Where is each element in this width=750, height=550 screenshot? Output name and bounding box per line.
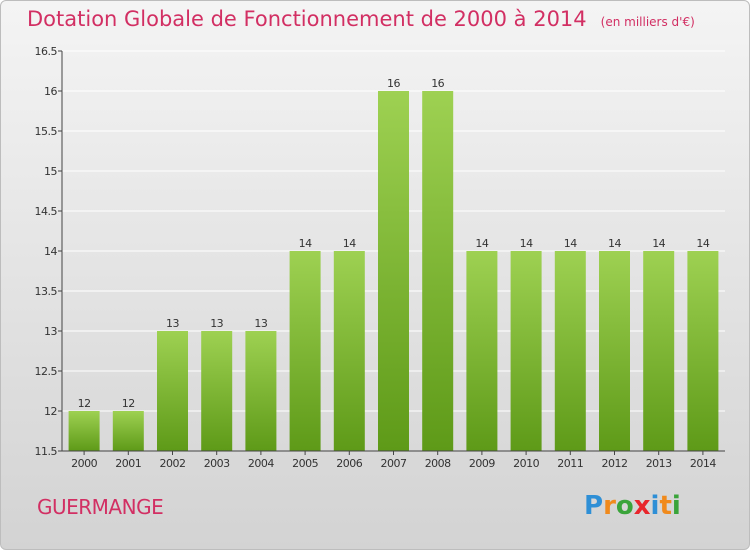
x-tick-label: 2011 [557, 457, 583, 470]
x-tick-label: 2006 [336, 457, 362, 470]
y-tick-label: 13.5 [35, 285, 58, 298]
bar [687, 251, 719, 451]
y-tick-label: 16 [44, 85, 57, 98]
bar [422, 91, 454, 451]
logo-letter: i [671, 491, 681, 521]
data-label: 14 [299, 237, 312, 250]
data-label: 12 [78, 397, 91, 410]
bar [68, 411, 100, 451]
bar [378, 91, 409, 451]
data-label: 14 [696, 237, 709, 250]
x-tick-label: 2005 [292, 457, 318, 470]
x-tick-label: 2003 [204, 457, 230, 470]
y-tick-label: 11.5 [35, 445, 58, 458]
y-tick-label: 13 [44, 325, 57, 338]
title-row: Dotation Globale de Fonctionnement de 20… [27, 7, 695, 31]
logo-letter: P [584, 491, 604, 521]
x-tick-label: 2000 [71, 457, 97, 470]
chart-title: Dotation Globale de Fonctionnement de 20… [27, 7, 587, 31]
chart-subtitle: (en milliers d'€) [600, 15, 695, 29]
bar [643, 251, 675, 451]
town-name: GUERMANGE [37, 495, 164, 519]
data-label: 12 [122, 397, 135, 410]
axes [58, 50, 725, 455]
x-tick-label: 2001 [115, 457, 141, 470]
proxiti-logo[interactable]: Proxiti [584, 491, 681, 521]
logo-letter: o [615, 491, 634, 521]
y-tick-label: 12.5 [35, 365, 58, 378]
bar [201, 331, 233, 451]
x-tick-label: 2012 [602, 457, 628, 470]
x-tick-label: 2008 [425, 457, 451, 470]
bar [554, 251, 586, 451]
x-tick-label: 2009 [469, 457, 495, 470]
logo-letter: x [633, 491, 651, 521]
y-tick-label: 12 [44, 405, 57, 418]
x-tick-label: 2007 [381, 457, 407, 470]
x-tick-label: 2002 [160, 457, 186, 470]
data-label: 14 [475, 237, 488, 250]
y-tick-label: 15.5 [35, 125, 58, 138]
data-label: 14 [652, 237, 665, 250]
logo-letter: r [603, 491, 616, 521]
y-tick-label: 14.5 [35, 205, 58, 218]
bar [245, 331, 277, 451]
data-label: 14 [608, 237, 621, 250]
bar [289, 251, 321, 451]
bar [333, 251, 365, 451]
bar [599, 251, 630, 451]
bars [68, 91, 719, 451]
y-tick-label: 16.5 [35, 45, 58, 58]
data-label: 13 [210, 317, 223, 330]
data-label: 16 [387, 77, 400, 90]
bar [112, 411, 144, 451]
logo-letter: i [650, 491, 660, 521]
data-label: 16 [431, 77, 444, 90]
logo-letter: t [659, 491, 672, 521]
data-label: 14 [564, 237, 577, 250]
data-label: 14 [343, 237, 356, 250]
data-label: 13 [254, 317, 267, 330]
x-tick-label: 2004 [248, 457, 274, 470]
bar [510, 251, 542, 451]
labels: 11.5 12 12.5 13 13.5 14 14.5 15 15.5 16 16.5 12 2000… [35, 45, 717, 470]
bar [466, 251, 498, 451]
y-tick-label: 14 [44, 245, 57, 258]
x-tick-label: 2010 [513, 457, 539, 470]
x-tick-label: 2013 [646, 457, 672, 470]
bar [157, 331, 188, 451]
x-tick-label: 2014 [690, 457, 716, 470]
data-label: 13 [166, 317, 179, 330]
data-label: 14 [520, 237, 533, 250]
y-tick-label: 15 [44, 165, 57, 178]
